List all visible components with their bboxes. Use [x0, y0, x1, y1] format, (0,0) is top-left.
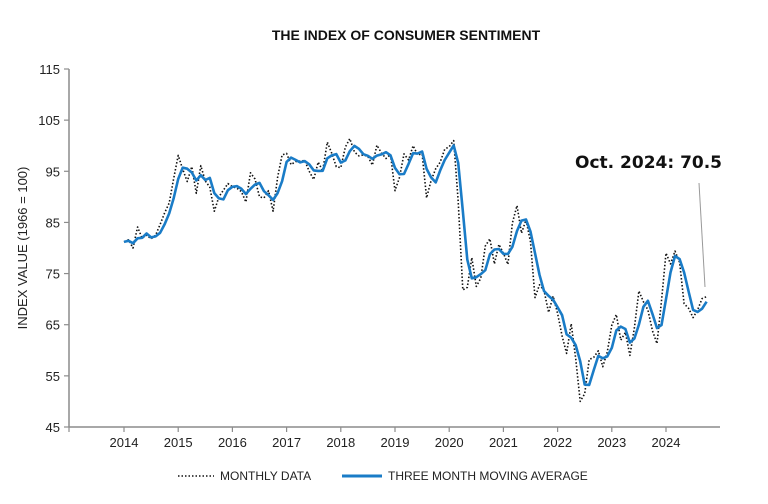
- chart-title: THE INDEX OF CONSUMER SENTIMENT: [272, 27, 541, 43]
- y-tick-label: 105: [38, 113, 60, 128]
- moving-average-line: [123, 144, 708, 387]
- y-tick-label: 55: [46, 369, 60, 384]
- axes: 45 55 65 75 85 95 105 115 2014 2015 2016 2017 2018 20…: [38, 62, 720, 450]
- annotation-leader-line: [698, 182, 706, 288]
- x-tick-label: 2015: [164, 435, 193, 450]
- y-tick-label: 65: [46, 318, 60, 333]
- x-tick-label: 2024: [652, 435, 681, 450]
- y-tick-label: 95: [46, 164, 60, 179]
- y-tick-label: 45: [46, 420, 60, 435]
- x-tick-label: 2018: [326, 435, 355, 450]
- series-group: [123, 137, 708, 403]
- legend-monthly-label: MONTHLY DATA: [220, 469, 311, 483]
- x-tick-label: 2020: [435, 435, 464, 450]
- y-axis-label: INDEX VALUE (1966 = 100): [15, 167, 30, 330]
- x-tick-label: 2017: [272, 435, 301, 450]
- y-tick-label: 75: [46, 267, 60, 282]
- x-tick-label: 2014: [110, 435, 139, 450]
- x-tick-label: 2016: [218, 435, 247, 450]
- monthly-data-line: [123, 137, 707, 403]
- y-tick-label: 85: [46, 215, 60, 230]
- x-tick-label: 2022: [543, 435, 572, 450]
- annotation-label: Oct. 2024: 70.5: [575, 153, 722, 173]
- x-tick-label: 2019: [381, 435, 410, 450]
- x-tick-label: 2021: [489, 435, 518, 450]
- x-tick-label: 2023: [597, 435, 626, 450]
- y-tick-label: 115: [39, 62, 60, 77]
- legend-ma-label: THREE MONTH MOVING AVERAGE: [388, 469, 588, 483]
- legend: MONTHLY DATA THREE MONTH MOVING AVERAGE: [178, 469, 588, 483]
